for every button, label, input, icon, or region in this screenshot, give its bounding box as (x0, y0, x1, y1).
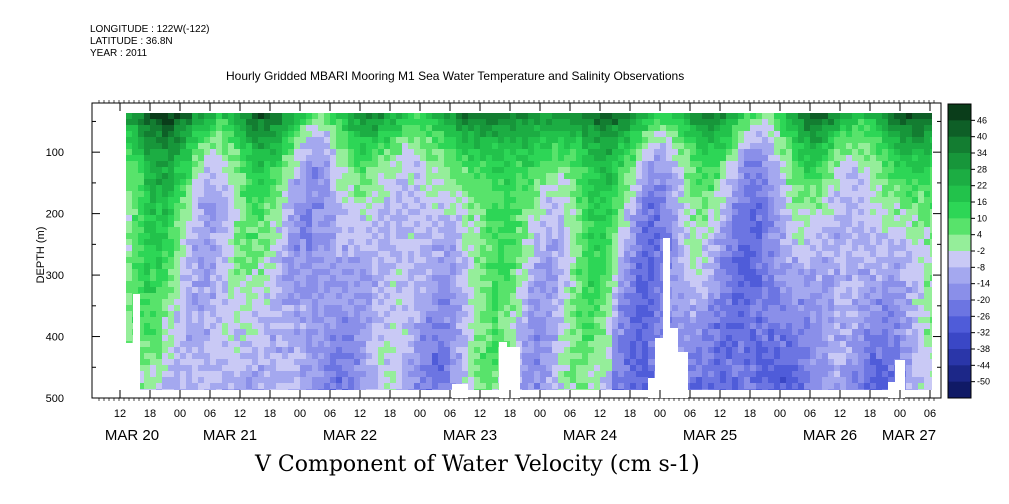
x-date-label: MAR 27 (882, 427, 936, 444)
colorbar-swatch (948, 365, 971, 383)
colorbar-swatch (948, 283, 971, 301)
x-hour-label: 18 (264, 408, 276, 420)
x-hour-label: 12 (834, 408, 846, 420)
y-tick-label: 500 (46, 393, 64, 405)
colorbar-level-label: -20 (977, 295, 990, 305)
colorbar: 46 40 34 28 22 16 10 4 -2 -8 -14 -20 -26 -32 -38 -44 -50 (947, 103, 990, 399)
x-hour-label: 00 (534, 408, 546, 420)
y-tick-label: 200 (46, 209, 64, 221)
colorbar-swatch (948, 381, 971, 399)
year-label: YEAR : 2011 (90, 48, 148, 59)
x-hour-label: 06 (204, 408, 216, 420)
x-hour-label: 06 (684, 408, 696, 420)
colorbar-swatch (948, 169, 971, 187)
colorbar-level-label: -14 (977, 279, 990, 289)
x-hour-label: 06 (924, 408, 936, 420)
colorbar-level-label: 28 (977, 164, 987, 174)
colorbar-level-label: 22 (977, 181, 987, 191)
x-date-label: MAR 22 (323, 427, 377, 444)
x-hour-label: 06 (564, 408, 576, 420)
x-hour-label: 00 (294, 408, 306, 420)
y-tick-label: 400 (46, 332, 64, 344)
x-hour-label: 18 (144, 408, 156, 420)
x-hour-label: 00 (774, 408, 786, 420)
colorbar-swatch (948, 267, 971, 285)
x-hour-label: 06 (444, 408, 456, 420)
x-hour-label: 12 (714, 408, 726, 420)
x-hour-label: 12 (474, 408, 486, 420)
colorbar-swatch (948, 202, 971, 219)
colorbar-level-label: -44 (977, 360, 990, 370)
data-gaps (126, 238, 905, 398)
colorbar-swatch (948, 218, 971, 236)
x-hour-label: 12 (594, 408, 606, 420)
x-date-label: MAR 24 (563, 427, 617, 444)
colorbar-swatch (948, 104, 971, 121)
x-hour-label: 18 (384, 408, 396, 420)
x-hour-label: 18 (624, 408, 636, 420)
colorbar-swatch (948, 332, 971, 350)
colorbar-level-label: 40 (977, 132, 987, 142)
colorbar-swatch (948, 234, 971, 252)
x-date-label: MAR 25 (683, 427, 737, 444)
y-tick-label: 300 (46, 270, 64, 282)
x-hour-label: 12 (234, 408, 246, 420)
colorbar-level-label: -2 (977, 246, 985, 256)
x-date-label: MAR 20 (105, 427, 159, 444)
x-hour-label: 06 (804, 408, 816, 420)
colorbar-level-label: -8 (977, 262, 985, 272)
latitude-label: LATITUDE : 36.8N (90, 36, 173, 47)
x-hour-label: 12 (354, 408, 366, 420)
x-hour-label: 06 (324, 408, 336, 420)
colorbar-level-label: -38 (977, 344, 990, 354)
colorbar-level-label: -50 (977, 377, 990, 387)
x-hour-label: 00 (654, 408, 666, 420)
colorbar-swatch (948, 349, 971, 366)
colorbar-swatch (948, 136, 971, 154)
colorbar-swatch (948, 153, 971, 170)
x-hour-label: 12 (114, 408, 126, 420)
colorbar-swatch (948, 251, 971, 268)
colorbar-level-label: 34 (977, 148, 987, 158)
colorbar-swatch (948, 300, 971, 317)
x-date-label: MAR 21 (203, 427, 257, 444)
axes: 100 200 300 400 500 12 18 00 06 12 18 00 06 12 18 00 06 1… (46, 100, 941, 444)
x-hour-label: 00 (414, 408, 426, 420)
colorbar-label: V Component of Water Velocity (cm s-1) (255, 452, 700, 477)
x-hour-label: 00 (894, 408, 906, 420)
velocity-field (126, 113, 932, 390)
colorbar-swatch (948, 120, 971, 138)
chart-title: Hourly Gridded MBARI Mooring M1 Sea Wate… (226, 69, 685, 83)
x-hour-label: 18 (744, 408, 756, 420)
colorbar-level-label: -32 (977, 328, 990, 338)
colorbar-level-label: -26 (977, 311, 990, 321)
colorbar-level-label: 4 (977, 230, 982, 240)
colorbar-level-label: 16 (977, 197, 987, 207)
x-hour-label: 00 (174, 408, 186, 420)
x-date-label: MAR 23 (443, 427, 497, 444)
longitude-label: LONGITUDE : 122W(-122) (90, 24, 210, 35)
y-axis-label: DEPTH (m) (35, 227, 47, 284)
colorbar-swatch (948, 316, 971, 334)
colorbar-level-label: 10 (977, 213, 987, 223)
colorbar-level-label: 46 (977, 115, 987, 125)
colorbar-swatch (948, 185, 971, 203)
y-tick-label: 100 (46, 147, 64, 159)
x-date-label: MAR 26 (803, 427, 857, 444)
x-hour-label: 18 (504, 408, 516, 420)
x-hour-label: 18 (864, 408, 876, 420)
